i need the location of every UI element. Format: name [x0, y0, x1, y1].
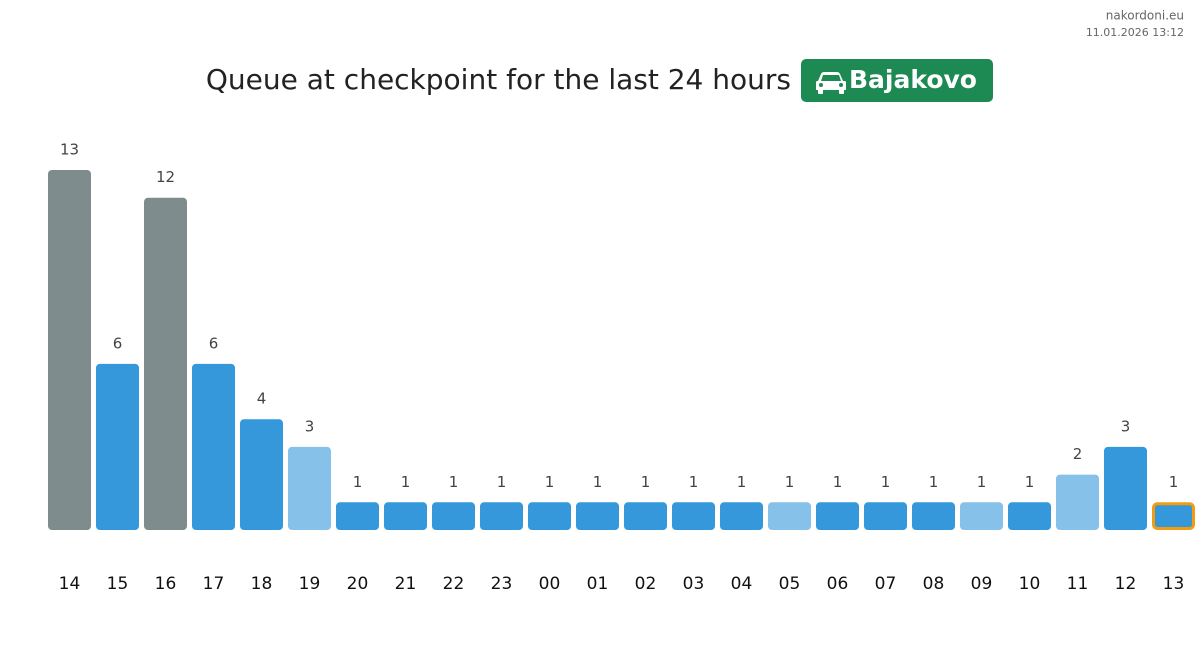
- x-tick-label: 19: [299, 574, 321, 594]
- value-label: 1: [881, 473, 891, 491]
- x-tick-label: 09: [971, 574, 993, 594]
- bar: [768, 502, 811, 530]
- x-tick-label: 15: [107, 574, 129, 594]
- bar: [384, 502, 427, 530]
- timestamp: 11.01.2026 13:12: [1086, 26, 1184, 39]
- x-tick-label: 03: [683, 574, 705, 594]
- x-tick-label: 18: [251, 574, 273, 594]
- bar: [672, 502, 715, 530]
- value-label: 3: [1121, 417, 1131, 435]
- value-label: 1: [545, 473, 555, 491]
- x-tick-label: 08: [923, 574, 945, 594]
- value-label: 1: [449, 473, 459, 491]
- value-label: 1: [833, 473, 843, 491]
- x-tick-label: 23: [491, 574, 513, 594]
- bar: [432, 502, 475, 530]
- value-label: 1: [1169, 473, 1179, 491]
- bar: [1056, 474, 1099, 530]
- bar: [912, 502, 955, 530]
- value-label: 1: [1025, 473, 1035, 491]
- bar: [528, 502, 571, 530]
- value-label: 3: [305, 417, 315, 435]
- badge-label: Bajakovo: [849, 65, 977, 94]
- bar: [336, 502, 379, 530]
- value-label: 1: [497, 473, 507, 491]
- x-tick-label: 13: [1163, 574, 1185, 594]
- bar: [1008, 502, 1051, 530]
- value-label: 6: [209, 334, 219, 352]
- x-tick-label: 17: [203, 574, 225, 594]
- bar: [1104, 446, 1147, 530]
- bar: [1152, 502, 1195, 530]
- bar: [960, 502, 1003, 530]
- bar: [48, 170, 91, 530]
- x-tick-label: 21: [395, 574, 417, 594]
- value-label: 1: [593, 473, 603, 491]
- car-icon: [816, 72, 846, 94]
- x-tick-label: 00: [539, 574, 561, 594]
- value-label: 1: [689, 473, 699, 491]
- value-label: 2: [1073, 445, 1083, 463]
- x-tick-label: 11: [1067, 574, 1089, 594]
- bar: [144, 197, 187, 530]
- value-label: 1: [353, 473, 363, 491]
- value-label: 1: [785, 473, 795, 491]
- bar: [192, 363, 235, 530]
- value-label: 13: [60, 141, 79, 159]
- badge: [801, 59, 993, 102]
- value-label: 1: [977, 473, 987, 491]
- value-label: 4: [257, 390, 267, 408]
- value-label: 1: [929, 473, 939, 491]
- x-tick-label: 22: [443, 574, 465, 594]
- x-tick-label: 14: [59, 574, 81, 594]
- x-tick-label: 07: [875, 574, 897, 594]
- bar: [816, 502, 859, 530]
- bar: [96, 363, 139, 530]
- value-label: 12: [156, 168, 175, 186]
- bar: [480, 502, 523, 530]
- bar: [576, 502, 619, 530]
- bar: [864, 502, 907, 530]
- x-tick-label: 05: [779, 574, 801, 594]
- x-tick-label: 10: [1019, 574, 1041, 594]
- bar: [288, 446, 331, 530]
- value-label: 6: [113, 334, 123, 352]
- x-tick-label: 20: [347, 574, 369, 594]
- chart-title: Queue at checkpoint for the last 24 hour…: [206, 63, 791, 96]
- value-label: 1: [737, 473, 747, 491]
- x-tick-label: 04: [731, 574, 753, 594]
- value-label: 1: [401, 473, 411, 491]
- x-tick-label: 12: [1115, 574, 1137, 594]
- source: nakordoni.eu: [1106, 9, 1184, 23]
- bar: [720, 502, 763, 530]
- x-tick-label: 01: [587, 574, 609, 594]
- x-tick-label: 16: [155, 574, 177, 594]
- bar: [624, 502, 667, 530]
- bar: [240, 419, 283, 530]
- x-tick-label: 06: [827, 574, 849, 594]
- x-tick-label: 02: [635, 574, 657, 594]
- value-label: 1: [641, 473, 651, 491]
